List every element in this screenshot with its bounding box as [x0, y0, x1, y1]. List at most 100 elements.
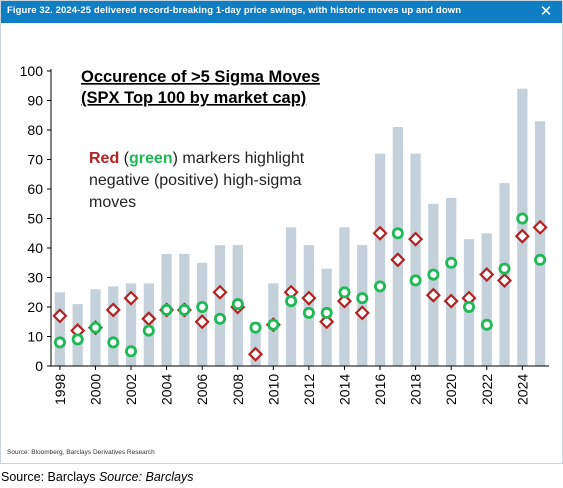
x-tick-label: 2024: [514, 374, 530, 405]
bar-2022: [481, 233, 492, 367]
positive-marker-2013: [320, 306, 333, 319]
bar-2016: [374, 153, 386, 366]
x-tick-label: 2006: [194, 374, 210, 405]
bar-2007: [214, 245, 226, 366]
page-source-footer: Source: Barclays Source: Barclays: [1, 470, 193, 484]
negative-marker-2009: [247, 346, 264, 362]
x-tick-label: 2020: [443, 374, 459, 405]
x-tick-label: 2010: [265, 374, 281, 405]
positive-marker-2015: [356, 292, 369, 305]
negative-marker-2024: [514, 228, 530, 244]
x-tick-label: 2004: [159, 374, 175, 405]
x-tick-label: 2018: [408, 374, 424, 405]
negative-marker-2015: [354, 305, 370, 321]
positive-marker-1999: [71, 333, 84, 346]
bar-1998: [54, 292, 65, 367]
negative-marker-2017: [390, 252, 406, 268]
y-tick-label: 90: [27, 93, 43, 109]
negative-marker-2002: [123, 290, 139, 306]
positive-marker-2024: [516, 212, 529, 225]
positive-markers-layer: [53, 212, 547, 358]
sigma-moves-chart: 0 10 20 30 40 50 60 70 80 90 100 1998 2000 2002 2004 20…: [20, 63, 549, 405]
y-tick-label: 60: [27, 181, 43, 197]
chart-title: Occurence of >5 Sigma Moves (SPX Top 100…: [81, 68, 320, 107]
positive-marker-2023: [498, 262, 511, 275]
x-tick-label: 2016: [372, 374, 388, 405]
negative-marker-2016: [372, 225, 388, 241]
y-tick-label: 10: [27, 329, 43, 345]
annotation-line1: Red (green) markers highlight: [89, 150, 305, 167]
x-tick-label: 2014: [337, 374, 353, 405]
bar-2001: [108, 286, 119, 366]
legend-annotation: Red (green) markers highlight negative (…: [89, 150, 305, 211]
y-tick-label: 100: [20, 63, 44, 79]
annotation-line3: moves: [89, 194, 136, 211]
y-tick-label: 40: [27, 240, 43, 256]
positive-marker-2020: [445, 256, 458, 269]
x-tick-label: 2012: [301, 374, 317, 405]
negative-marker-2006: [194, 314, 210, 330]
positive-marker-1998: [53, 336, 66, 349]
positive-marker-2012: [302, 306, 315, 319]
positive-marker-2019: [427, 268, 440, 281]
x-tick-label: 2022: [479, 374, 495, 405]
close-icon[interactable]: ✕: [539, 3, 553, 20]
positive-marker-2000: [89, 321, 102, 334]
positive-marker-2010: [267, 318, 280, 331]
axes-layer: 0 10 20 30 40 50 60 70 80 90 100 1998 2000 2002 2004 20…: [20, 63, 549, 405]
negative-marker-2022: [479, 266, 495, 283]
footer-source-plain: Source: Barclays: [1, 470, 99, 484]
negative-marker-2014: [336, 293, 353, 309]
positive-marker-2003: [142, 324, 155, 337]
bar-2024: [517, 88, 528, 366]
positive-marker-2004: [160, 303, 173, 316]
positive-marker-2009: [249, 321, 262, 334]
positive-marker-2008: [231, 298, 244, 311]
chart-title-line1: Occurence of >5 Sigma Moves: [81, 68, 320, 86]
positive-marker-2007: [213, 312, 226, 325]
bar-2017: [392, 127, 403, 366]
y-tick-label: 0: [35, 358, 43, 374]
positive-marker-2005: [178, 303, 191, 316]
y-tick-label: 80: [27, 122, 43, 138]
annotation-green: green: [129, 150, 173, 167]
x-tick-label: 2002: [123, 374, 139, 405]
x-tick-label: 1998: [52, 374, 68, 405]
positive-marker-2022: [480, 318, 493, 331]
positive-marker-2021: [462, 300, 475, 313]
bar-2009: [250, 321, 261, 367]
positive-marker-2006: [196, 300, 209, 313]
negative-marker-2019: [425, 287, 441, 303]
figure-panel: Figure 32. 2024-25 delivered record-brea…: [0, 0, 563, 464]
y-tick-label: 20: [27, 299, 43, 315]
chart-title-line2: (SPX Top 100 by market cap): [81, 89, 306, 107]
y-tick-label: 30: [27, 270, 43, 286]
figure-title: Figure 32. 2024-25 delivered record-brea…: [7, 5, 462, 16]
positive-marker-2025: [534, 253, 547, 266]
figure-title-bar: Figure 32. 2024-25 delivered record-brea…: [1, 1, 562, 23]
negative-marker-2023: [496, 272, 513, 289]
annotation-open: (: [119, 150, 129, 167]
x-tick-label: 2008: [230, 374, 246, 405]
positive-marker-2002: [125, 345, 138, 358]
footer-source-italic: Source: Barclays: [98, 470, 194, 484]
bar-2025: [534, 121, 546, 366]
positive-marker-2018: [409, 274, 422, 287]
negative-marker-1998: [52, 308, 68, 324]
x-tick-label: 2000: [88, 374, 104, 405]
negative-marker-2020: [443, 293, 459, 309]
negative-marker-2025: [532, 219, 548, 235]
bar-2002: [125, 283, 137, 366]
annotation-line2: negative (positive) high-sigma: [89, 172, 302, 189]
negative-marker-2018: [408, 231, 424, 247]
positive-marker-2001: [107, 336, 120, 349]
annotation-rest: ) markers highlight: [173, 150, 305, 167]
negative-markers-layer: [52, 219, 548, 362]
bar-2018: [410, 153, 421, 366]
annotation-red: Red: [89, 150, 119, 167]
positive-marker-2017: [391, 227, 404, 240]
positive-marker-2011: [285, 295, 298, 308]
y-tick-label: 50: [27, 211, 43, 227]
positive-marker-2016: [373, 280, 386, 293]
bar-2019: [428, 203, 439, 367]
